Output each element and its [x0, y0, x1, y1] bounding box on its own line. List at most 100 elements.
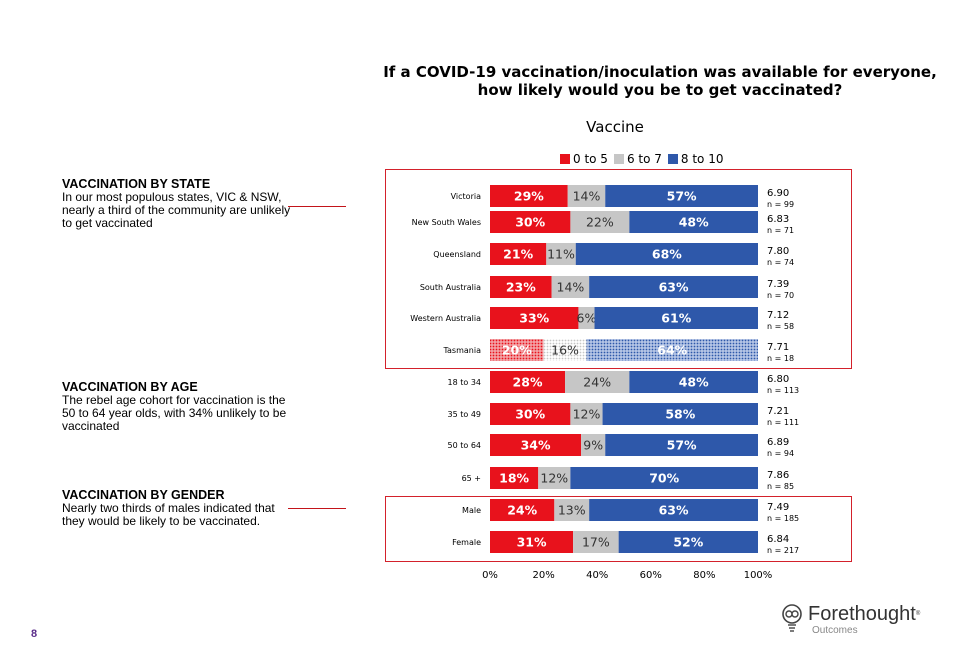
bar-segment: [490, 403, 571, 425]
leader-line-gender: [288, 508, 346, 509]
bar-segment: [490, 307, 579, 329]
bar-segment: [570, 467, 758, 489]
category-label: 65 +: [462, 474, 481, 483]
bar-segment: [605, 434, 758, 456]
highlight-box-state: [385, 169, 852, 369]
leader-line-state: [288, 206, 346, 207]
bar-segment: [490, 434, 582, 456]
bar-segment: [605, 185, 758, 207]
data-label: 58%: [665, 407, 695, 422]
legend-item-6-to-7: 6 to 7: [613, 152, 662, 166]
section-heading: VACCINATION BY GENDER: [62, 488, 225, 502]
bar-segment: [581, 434, 606, 456]
x-tick-label: 20%: [532, 570, 554, 581]
section-body: In our most populous states, VIC & NSW, …: [62, 190, 291, 230]
data-label: 57%: [667, 189, 697, 204]
data-label: 63%: [659, 280, 689, 295]
category-label: Victoria: [451, 192, 481, 201]
legend-swatch: [667, 154, 678, 164]
bar-segment: [490, 211, 571, 233]
section-body: The rebel age cohort for vaccination is …: [62, 393, 287, 433]
bar-segment: [490, 339, 544, 361]
highlight-box-gender: [385, 496, 852, 562]
x-tick-label: 40%: [586, 570, 608, 581]
bar-segment: [543, 339, 587, 361]
data-label: 63%: [659, 503, 689, 518]
category-label: New South Wales: [412, 218, 481, 227]
bar-segment: [490, 467, 539, 489]
sample-size-label: n = 70: [767, 291, 794, 300]
section-body: Nearly two thirds of males indicated tha…: [62, 501, 275, 528]
page-number: 8: [31, 628, 38, 640]
data-label: 30%: [515, 407, 545, 422]
chart-legend: 0 to 5 6 to 7 8 to 10: [560, 152, 724, 166]
bar-segment: [567, 185, 606, 207]
data-label: 18%: [499, 471, 529, 486]
legend-swatch: [613, 154, 624, 164]
legend-swatch: [560, 154, 570, 164]
data-label: 9%: [583, 438, 603, 453]
data-label: 57%: [667, 438, 697, 453]
mean-score-label: 6.83: [767, 214, 789, 225]
logo-name: Forethought®: [808, 603, 921, 625]
mean-score-label: 7.39: [767, 279, 789, 290]
bar-segment: [490, 499, 555, 521]
data-label: 17%: [582, 535, 610, 550]
category-label: Queensland: [433, 250, 481, 259]
bar-segment: [629, 211, 758, 233]
bar-segment: [565, 371, 630, 393]
data-label: 16%: [551, 343, 579, 358]
data-label: 13%: [558, 503, 586, 518]
data-label: 6%: [577, 311, 597, 326]
bar-segment: [602, 403, 758, 425]
legend-label: 0 to 5: [573, 152, 608, 166]
data-label: 11%: [547, 247, 575, 262]
category-label: South Australia: [420, 283, 481, 292]
question-title: If a COVID-19 vaccination/inoculation wa…: [383, 63, 937, 99]
bar-segment: [589, 276, 758, 298]
sample-size-label: n = 113: [767, 386, 799, 395]
bar-segment: [554, 499, 590, 521]
bar-segment: [551, 276, 590, 298]
category-label: 18 to 34: [448, 378, 481, 387]
data-label: 22%: [586, 215, 614, 230]
bar-segment: [594, 307, 758, 329]
sample-size-label: n = 111: [767, 418, 799, 427]
x-tick-label: 0%: [482, 570, 498, 581]
category-label: Male: [462, 506, 481, 515]
logo-name-text: Forethought: [808, 603, 916, 625]
data-label: 31%: [517, 535, 547, 550]
sample-size-label: n = 18: [767, 354, 794, 363]
stacked-bar-chart: Victoria 29% 14% 57% 6.90n = 99 New South Wal…: [410, 185, 799, 581]
section-heading: VACCINATION BY AGE: [62, 380, 198, 394]
bar-segment: [570, 211, 630, 233]
bar-segment: [538, 467, 571, 489]
data-label: 61%: [661, 311, 691, 326]
data-label: 29%: [514, 189, 544, 204]
data-label: 14%: [557, 280, 585, 295]
data-label: 68%: [652, 247, 682, 262]
lightbulb-icon: [782, 604, 802, 632]
data-label: 20%: [502, 343, 532, 358]
legend-item-8-to-10: 8 to 10: [667, 152, 724, 166]
logo-subtitle: Outcomes: [812, 625, 858, 636]
data-label: 64%: [657, 343, 687, 358]
mean-score-label: 7.86: [767, 470, 789, 481]
bar-segment: [586, 339, 758, 361]
bar-segment: [490, 531, 574, 553]
data-label: 14%: [573, 189, 601, 204]
bar-segment: [589, 499, 758, 521]
category-label: Western Australia: [410, 314, 481, 323]
sample-size-label: n = 94: [767, 449, 794, 458]
data-label: 48%: [679, 215, 709, 230]
forethought-logo: Forethought® Outcomes: [780, 603, 920, 637]
category-label: 50 to 64: [448, 441, 481, 450]
mean-score-label: 6.80: [767, 374, 789, 385]
legend-label: 8 to 10: [680, 152, 724, 166]
bar-segment: [490, 243, 547, 265]
mean-score-label: 7.49: [767, 502, 789, 513]
bar-segment: [575, 243, 758, 265]
data-label: 28%: [513, 375, 543, 390]
legend-item-0-to-5: 0 to 5: [560, 152, 608, 166]
sample-size-label: n = 217: [767, 546, 799, 555]
